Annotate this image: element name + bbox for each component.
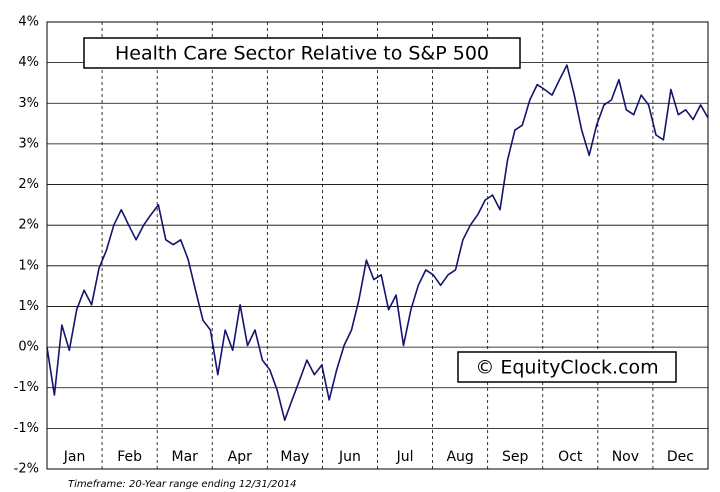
x-tick-label: Oct xyxy=(558,449,583,465)
watermark: © EquityClock.com xyxy=(475,357,658,379)
x-tick-label: Feb xyxy=(117,449,142,465)
x-tick-label: Apr xyxy=(228,449,252,465)
y-tick-label: 4% xyxy=(18,55,39,70)
y-tick-label: -2% xyxy=(14,462,39,477)
plot-layer xyxy=(46,21,709,470)
series-line xyxy=(46,64,709,422)
x-tick-label: Dec xyxy=(667,449,694,465)
y-tick-label: 4% xyxy=(18,15,39,30)
x-tick-label: Nov xyxy=(612,449,639,465)
y-tick-label: 2% xyxy=(18,177,39,192)
chart-title: Health Care Sector Relative to S&P 500 xyxy=(115,43,489,65)
y-tick-label: 0% xyxy=(18,340,39,355)
x-tick-label: Mar xyxy=(171,449,198,465)
x-tick-label: Jul xyxy=(396,449,414,465)
x-tick-label: Aug xyxy=(446,449,473,465)
y-tick-label: 3% xyxy=(18,96,39,111)
x-tick-label: Jan xyxy=(63,449,86,465)
y-tick-label: 1% xyxy=(18,258,39,273)
y-tick-label: -1% xyxy=(14,421,39,436)
y-tick-label: 2% xyxy=(18,218,39,233)
x-tick-label: May xyxy=(280,449,309,465)
watermark-box xyxy=(457,351,677,383)
title-box xyxy=(83,37,521,69)
footnote: Timeframe: 20-Year range ending 12/31/20… xyxy=(68,479,297,490)
y-tick-label: 1% xyxy=(18,299,39,314)
x-tick-label: Sep xyxy=(502,449,529,465)
y-tick-label: 3% xyxy=(18,136,39,151)
y-tick-label: -1% xyxy=(14,380,39,395)
x-tick-label: Jun xyxy=(338,449,361,465)
